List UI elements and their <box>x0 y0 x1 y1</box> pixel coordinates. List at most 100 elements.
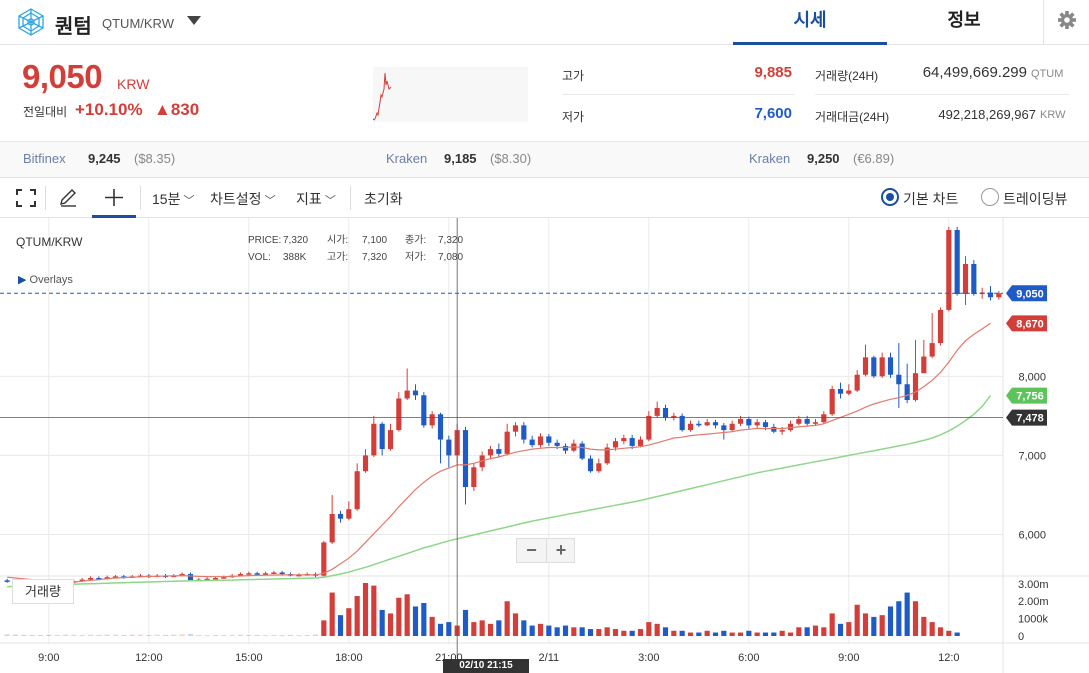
coin-select-dropdown-icon[interactable] <box>187 16 201 25</box>
volume-value: 64,499,669.299 <box>922 64 1027 81</box>
volume-bar <box>162 634 169 636</box>
volume-bar <box>287 634 294 636</box>
candle-body <box>346 509 352 519</box>
volume-bar <box>679 630 685 636</box>
volume-bar <box>687 632 694 636</box>
candle-body <box>296 574 302 577</box>
candle-body <box>512 425 519 432</box>
volume-bar <box>221 635 227 637</box>
time-axis-label: 3:00 <box>638 652 659 664</box>
volume-bar <box>337 615 344 636</box>
volume-divider <box>815 94 1069 95</box>
price-tag <box>1006 285 1047 302</box>
mode-basic-label[interactable]: 기본 차트 <box>903 191 959 207</box>
tab-market[interactable]: 시세 <box>733 0 887 45</box>
volume-bar <box>54 634 60 636</box>
candle-body <box>529 439 535 446</box>
candle-body <box>521 425 527 440</box>
candle-body <box>829 388 835 415</box>
volume-bar <box>296 635 302 637</box>
overlays-label: Overlays <box>29 274 73 286</box>
candle-body <box>962 264 969 295</box>
candle-body <box>862 357 869 375</box>
volume-bar <box>721 630 727 636</box>
mode-tradingview-radio[interactable] <box>981 188 999 206</box>
coin-name: 퀀텀 <box>55 16 92 38</box>
volume-bar <box>146 634 152 636</box>
volume-bar <box>729 632 735 636</box>
low-label: 저가 <box>562 110 585 124</box>
candle-body <box>937 309 944 344</box>
reset-button[interactable]: 초기화 <box>364 191 403 207</box>
candle-body <box>904 384 910 401</box>
volume-bar <box>112 634 119 636</box>
change-label: 전일대비 <box>23 105 68 119</box>
exchange-foreign-price: ($8.30) <box>490 151 532 166</box>
candle-body <box>371 423 377 456</box>
volume-bar <box>62 634 69 636</box>
candle-body <box>562 445 569 451</box>
candle-body <box>912 373 919 401</box>
volume-bar <box>12 634 19 636</box>
volume-panel-button[interactable]: 거래량 <box>12 579 74 604</box>
candle-body <box>554 442 560 446</box>
candle-body <box>537 436 544 446</box>
candle-body <box>687 423 694 431</box>
volume-bar <box>204 635 210 637</box>
volume-bar <box>479 620 485 636</box>
candle-body <box>787 423 794 431</box>
candle-body <box>354 471 360 510</box>
zoom-out-button[interactable]: − <box>526 540 537 560</box>
candle-body <box>187 574 194 581</box>
trade-value-unit: KRW <box>1040 109 1066 121</box>
fullscreen-icon[interactable] <box>16 189 36 207</box>
legend-symbol: QTUM/KRW <box>16 235 83 249</box>
mode-basic-radio[interactable] <box>881 188 899 206</box>
volume-bar <box>529 625 535 636</box>
price-chart[interactable]: 6,000 7,000 8,000 3.00m 2.00m 1000k 0 9:00 12:00… <box>0 218 1089 673</box>
volume-bar <box>821 627 827 636</box>
interval-dropdown[interactable]: 15분 ﹀ <box>152 189 195 209</box>
candle-body <box>96 578 102 580</box>
volume-bar <box>937 627 944 636</box>
volume-bar <box>537 623 544 636</box>
toolbar-divider <box>45 186 46 210</box>
volume-bar <box>387 613 394 636</box>
candle-body <box>329 513 335 543</box>
candle-body <box>396 398 402 431</box>
chart-settings-dropdown[interactable]: 차트설정 ﹀ <box>210 189 276 209</box>
candle-body <box>971 264 977 295</box>
tab-info[interactable]: 정보 <box>887 0 1041 45</box>
candle-body <box>646 415 652 440</box>
volume-bar <box>237 634 244 636</box>
volume-unit: QTUM <box>1031 68 1064 80</box>
candle-body <box>704 422 710 426</box>
candle-body <box>504 431 510 454</box>
exchange-foreign-price: ($8.35) <box>134 151 176 166</box>
volume-bar <box>29 634 35 636</box>
zoom-in-button[interactable]: + <box>546 539 575 562</box>
candle-body <box>887 357 894 375</box>
candle-body <box>412 390 419 396</box>
mode-tradingview-label[interactable]: 트레이딩뷰 <box>1003 191 1068 207</box>
volume-bar <box>404 594 410 636</box>
volume-bar <box>512 613 519 636</box>
settings-gear-icon[interactable] <box>1043 0 1089 45</box>
volume-bar <box>854 604 860 636</box>
volume-bar <box>421 602 427 636</box>
overlays-toggle[interactable]: ▶ Overlays <box>18 273 73 286</box>
candle-body <box>796 419 802 424</box>
volume-bar <box>904 592 910 636</box>
candle-body <box>654 407 660 416</box>
volume-bar <box>929 622 935 636</box>
volume-bar <box>604 627 610 636</box>
indicators-dropdown[interactable]: 지표 ﹀ <box>296 189 336 209</box>
volume-bar <box>71 634 77 636</box>
volume-bar <box>129 634 135 636</box>
crosshair-tool-icon[interactable] <box>92 178 136 218</box>
draw-pencil-icon[interactable] <box>58 188 78 208</box>
volume-bar <box>487 623 494 636</box>
volume-bar <box>4 634 10 636</box>
volume-bar <box>862 613 869 636</box>
